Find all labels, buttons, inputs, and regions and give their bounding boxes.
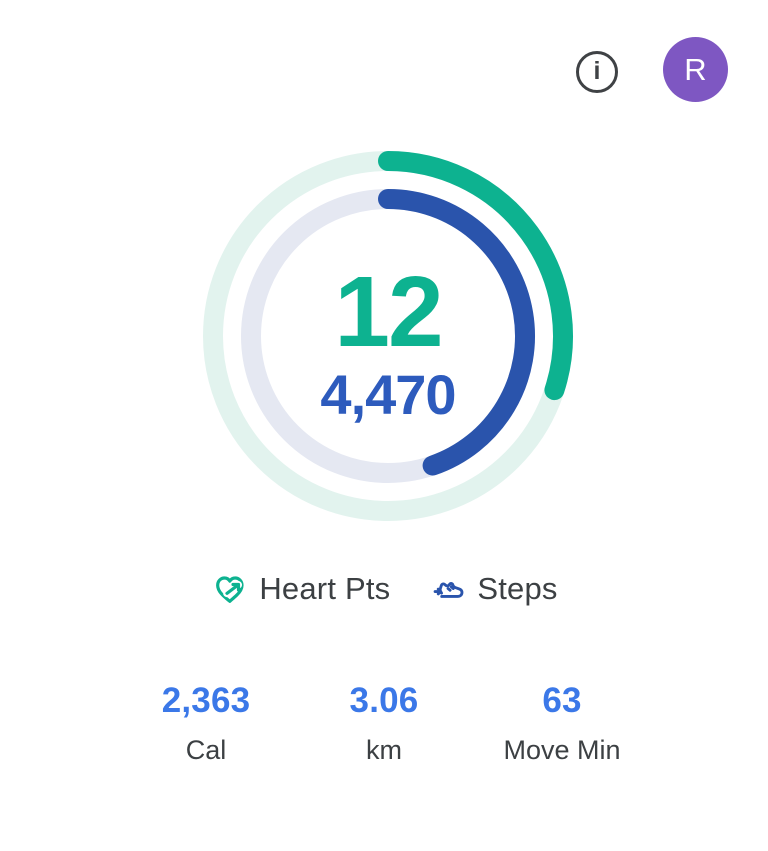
stat-move-minutes[interactable]: 63 Move Min	[473, 681, 651, 766]
stat-calories[interactable]: 2,363 Cal	[117, 681, 295, 766]
info-icon: i	[593, 56, 601, 85]
legend-item-heart-points[interactable]: Heart Pts	[210, 569, 390, 609]
steps-shoe-icon	[434, 582, 464, 598]
move-minutes-value: 63	[542, 681, 582, 720]
activity-rings[interactable]	[188, 136, 588, 536]
stat-distance[interactable]: 3.06 km	[295, 681, 473, 766]
avatar[interactable]: R	[663, 37, 728, 102]
heart-ring-progress	[378, 151, 573, 401]
move-minutes-label: Move Min	[503, 735, 621, 765]
info-button[interactable]: i	[576, 51, 618, 93]
calories-value: 2,363	[161, 681, 251, 720]
legend-label-heart-points: Heart Pts	[259, 571, 391, 606]
calories-label: Cal	[185, 735, 227, 765]
distance-label: km	[366, 735, 402, 765]
heart-points-icon	[216, 576, 244, 603]
legend-item-steps[interactable]: Steps	[430, 570, 557, 608]
daily-stats-row: 2,363 Cal 3.06 km 63 Move Min	[0, 681, 768, 766]
legend-label-steps: Steps	[477, 571, 558, 606]
steps-ring-progress	[378, 189, 535, 476]
avatar-initial: R	[684, 52, 707, 87]
distance-value: 3.06	[349, 681, 419, 720]
ring-legend: Heart Pts Steps	[0, 566, 768, 612]
